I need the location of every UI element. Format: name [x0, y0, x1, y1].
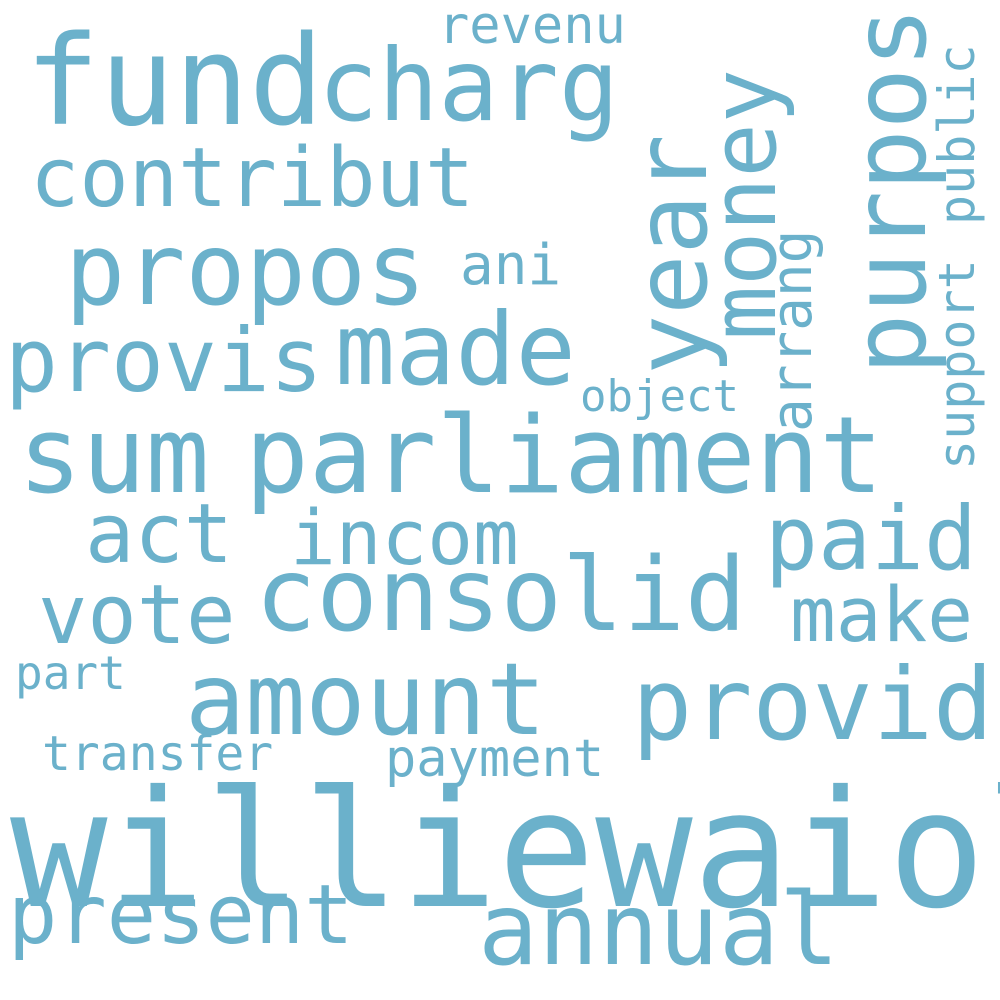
word-ani: ani [460, 233, 562, 298]
word-consolid: consolid [255, 536, 747, 655]
word-payment: payment [385, 729, 605, 789]
word-make: make [790, 570, 974, 659]
word-support: support [928, 259, 986, 470]
word-object: object [580, 371, 739, 422]
word-parliament: parliament [245, 394, 884, 517]
word-annual: annual [478, 871, 840, 988]
word-public: public [928, 44, 986, 225]
word-revenu: revenu [438, 0, 626, 56]
word-contribut: contribut [30, 131, 475, 226]
word-fund: fund [25, 10, 324, 154]
word-propos: propos [65, 211, 427, 328]
word-amount: amount [185, 641, 547, 758]
word-arrang: arrang [760, 229, 825, 432]
word-incom: incom [290, 493, 519, 582]
word-provid: provid [632, 646, 994, 763]
word-sum: sum [18, 394, 210, 517]
word-williewaiola: williewaiola [10, 757, 1000, 945]
word-present: present [8, 868, 354, 963]
word-paid: paid [765, 487, 977, 590]
word-purpos: purpos [831, 6, 950, 375]
word-provis: provis [5, 309, 323, 412]
word-transfer: transfer [42, 726, 274, 782]
word-made: made [335, 291, 576, 408]
word-charg: charg [318, 27, 620, 144]
word-vote: vote [38, 568, 236, 663]
word-act: act [85, 487, 234, 582]
word-part: part [15, 646, 126, 700]
